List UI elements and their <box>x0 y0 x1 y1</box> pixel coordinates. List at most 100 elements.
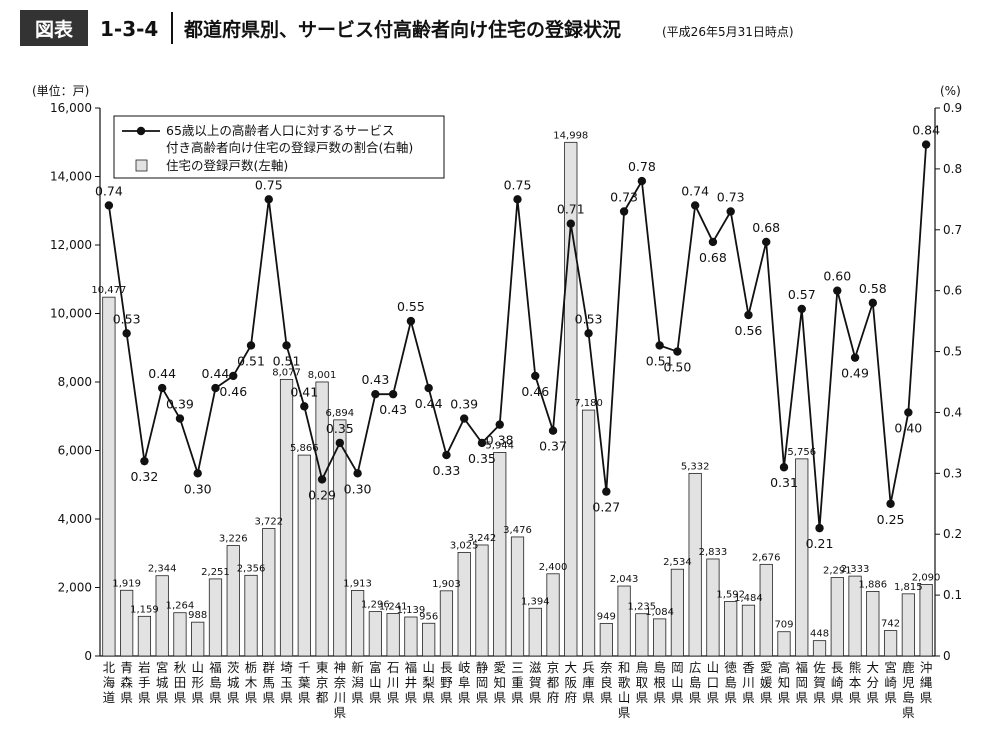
bar-value-label: 8,077 <box>272 367 301 378</box>
bar <box>883 630 898 657</box>
bar-value-label: 988 <box>188 610 207 621</box>
y-left-tick-label: 10,000 <box>50 307 92 321</box>
bar-value-label: 1,394 <box>521 596 550 607</box>
bar <box>741 604 756 657</box>
ratio-point <box>175 414 185 423</box>
y-left-tick-label: 6,000 <box>58 444 92 458</box>
bar <box>528 607 542 657</box>
ratio-point <box>104 201 114 210</box>
bar <box>137 615 152 657</box>
ratio-value-label: 0.35 <box>468 451 496 466</box>
bar <box>333 419 347 657</box>
bar-value-label: 1,264 <box>166 601 195 612</box>
bar-value-label: 1,139 <box>397 605 426 616</box>
category-label: 愛知県 <box>493 660 506 705</box>
line-value-labels: 0.74 0.53 0.32 0.44 0.39 0.30 0.44 0.46 0.51 0.75… <box>95 123 940 552</box>
bar <box>866 591 880 657</box>
y-left-tick-label: 2,000 <box>58 581 92 595</box>
category-label: 兵庫県 <box>582 660 595 705</box>
bar-value-label: 2,833 <box>699 547 728 558</box>
category-label: 宮城県 <box>156 660 169 705</box>
bar-value-label: 8,001 <box>308 370 337 381</box>
bar <box>493 452 507 657</box>
bar <box>155 575 169 657</box>
ratio-value-label: 0.74 <box>95 183 123 198</box>
ratio-point <box>584 329 593 338</box>
bar-value-label: 1,241 <box>379 601 408 612</box>
category-label: 福井県 <box>405 660 418 705</box>
bar-value-label: 5,944 <box>485 440 514 451</box>
bar <box>315 381 329 657</box>
bar-value-label: 3,242 <box>468 533 497 544</box>
ratio-point <box>495 420 504 429</box>
ratio-point <box>246 341 256 350</box>
bar <box>848 575 862 657</box>
bar-value-label: 3,722 <box>254 517 283 528</box>
category-label: 京都府 <box>547 660 560 705</box>
ratio-value-label: 0.41 <box>290 384 318 399</box>
bar <box>422 622 436 657</box>
ratio-value-label: 0.58 <box>859 281 887 296</box>
ratio-value-label: 0.30 <box>344 481 372 496</box>
figure-title: 都道府県別、サービス付高齢者向け住宅の登録状況 <box>183 18 621 41</box>
category-label: 埼玉県 <box>280 660 293 705</box>
ratio-value-label: 0.43 <box>379 402 407 417</box>
bar <box>653 618 667 657</box>
ratio-value-label: 0.40 <box>894 420 922 435</box>
ratio-point <box>690 201 700 210</box>
bar-value-label: 5,756 <box>787 447 816 458</box>
ratio-value-label: 0.57 <box>788 287 816 302</box>
ratio-point <box>300 402 309 411</box>
category-label: 茨城県 <box>227 660 240 705</box>
category-label: 福岡県 <box>795 660 808 705</box>
ratio-value-label: 0.51 <box>273 353 301 368</box>
ratio-value-label: 0.73 <box>610 190 638 205</box>
bar-value-label: 1,159 <box>130 604 159 615</box>
ratio-value-label: 0.53 <box>113 311 141 326</box>
figure-badge-bg <box>20 10 88 46</box>
ratio-value-label: 0.46 <box>521 384 549 399</box>
bar-value-label: 1,913 <box>343 578 372 589</box>
category-label: 鳥取県 <box>636 660 649 705</box>
category-label: 岩手県 <box>138 660 151 705</box>
ratio-point <box>335 438 345 448</box>
bar <box>706 558 720 657</box>
ratio-value-label: 0.30 <box>184 481 212 496</box>
ratio-value-label: 0.39 <box>450 397 478 412</box>
ratio-point <box>477 438 487 448</box>
ratio-value-label: 0.32 <box>130 469 158 484</box>
ratio-value-label: 0.74 <box>681 183 709 198</box>
ratio-point <box>211 383 220 393</box>
category-label: 長崎県 <box>831 660 844 705</box>
category-label: 福島県 <box>209 660 222 705</box>
bar <box>617 585 631 657</box>
y-right-tick-label: 0.3 <box>943 466 962 480</box>
ratio-value-label: 0.43 <box>361 372 389 387</box>
bar-value-label: 1,815 <box>894 582 923 593</box>
figure-badge: 図表 <box>35 18 74 41</box>
category-label: 徳島県 <box>724 660 737 705</box>
category-labels: 北海道青森県岩手県宮城県秋田県山形県福島県茨城県栃木県群馬県埼玉県千葉県東京都神… <box>103 660 933 720</box>
bar-value-label: 7,180 <box>574 398 603 409</box>
bar-value-label: 5,866 <box>290 443 319 454</box>
bar <box>351 590 365 657</box>
y-left-tick-label: 4,000 <box>58 512 92 526</box>
ratio-point <box>708 237 718 247</box>
ratio-point <box>122 329 131 338</box>
bar <box>830 577 844 657</box>
bar-value-label: 1,484 <box>734 593 763 604</box>
bar <box>475 544 489 657</box>
bar-value-label: 2,291 <box>823 566 852 577</box>
ratio-value-label: 0.37 <box>539 439 567 454</box>
ratio-value-label: 0.73 <box>717 190 745 205</box>
category-label: 秋田県 <box>174 660 187 705</box>
ratio-point <box>157 383 167 393</box>
bar <box>279 378 294 657</box>
bar <box>724 601 738 657</box>
ratio-point <box>815 523 824 533</box>
y-right-tick-label: 0.5 <box>943 345 962 359</box>
category-label: 佐賀県 <box>813 660 826 705</box>
ratio-point <box>886 499 895 508</box>
bar-value-label: 14,998 <box>553 130 588 141</box>
category-label: 宮崎県 <box>884 660 897 705</box>
